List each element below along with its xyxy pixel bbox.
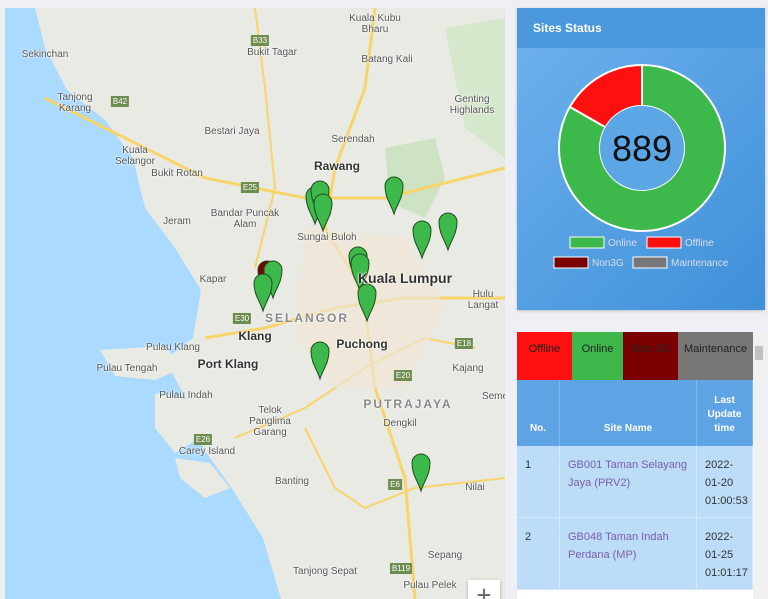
donut-chart: 889 Online Offline Non3G Maintenance [553, 63, 729, 269]
map-label: Puchong [336, 337, 388, 351]
legend-swatch [569, 236, 605, 249]
map-label: Sepang [427, 550, 463, 561]
donut-hole [600, 106, 684, 190]
map-label: E18 [454, 338, 474, 349]
island [155, 393, 200, 453]
table-cell[interactable]: GB048 Taman Indah Perdana (MP) [560, 518, 697, 590]
island [175, 458, 230, 498]
map-label: Bandar Puncak Alam [210, 208, 280, 230]
map-label: B119 [389, 563, 413, 574]
map-label: Serendah [331, 134, 375, 145]
island [100, 346, 183, 380]
map-label: E20 [393, 370, 413, 381]
legend-label: Maintenance [671, 258, 729, 269]
map-label: Klang [238, 329, 272, 343]
legend-swatch [646, 236, 682, 249]
map-label: Pulau Pelek [403, 580, 457, 591]
map-label: Pulau Tengah [96, 363, 158, 374]
site-pin[interactable] [310, 341, 330, 381]
legend-label: Online [608, 238, 637, 249]
site-pin[interactable] [411, 453, 431, 493]
sites-status-panel: Sites Status 889 Online Offline Non3G Mainte… [517, 8, 765, 310]
table-cell: 2022-01-20 01:00:53 [697, 446, 753, 518]
table-cell: 2022-01-25 01:01:17 [697, 518, 753, 590]
map-label: PUTRAJAYA [363, 397, 453, 411]
map-label: Sekinchan [21, 49, 69, 60]
site-pin[interactable] [253, 273, 273, 313]
site-pin[interactable] [384, 176, 404, 216]
map-label: E25 [240, 182, 260, 193]
table-cell: 1 [517, 446, 560, 518]
map-label: Kuala Lumpur [357, 270, 453, 286]
map-label: SELANGOR [264, 311, 350, 325]
map-label: Telok Panglima Garang [249, 405, 291, 438]
map-label: Rawang [313, 159, 361, 173]
scroll-thumb[interactable] [755, 346, 763, 360]
zoom-in-button[interactable]: + [468, 580, 500, 599]
map-label: Dengkil [383, 418, 417, 429]
map-label: Nilai [465, 482, 485, 493]
map-label: E30 [232, 313, 252, 324]
map-label: Sungai Buloh [297, 232, 357, 243]
map-label: Genting Highlands [449, 94, 495, 116]
map-label: E6 [388, 479, 402, 490]
map-label: Port Klang [197, 357, 259, 371]
map-label: Jeram [163, 216, 191, 227]
map-label: Carey Island [178, 446, 236, 457]
site-pin[interactable] [412, 220, 432, 260]
panel-title: Sites Status [517, 8, 765, 48]
legend-label: Offline [685, 238, 714, 249]
site-pin[interactable] [350, 253, 370, 293]
map-label: Tanjong Karang [57, 92, 93, 114]
forest [445, 18, 505, 158]
map-label: Banting [275, 476, 309, 487]
map-label: Pulau Indah [159, 390, 213, 401]
table-header: No. [517, 380, 560, 446]
map-label: Bestari Jaya [204, 126, 260, 137]
map-label: Tanjong Sepat [293, 566, 357, 577]
table-header: Last Update time [697, 380, 753, 446]
map-label: B33 [250, 35, 270, 46]
map-label: Hulu Langat [467, 289, 499, 311]
map-label: B42 [110, 96, 130, 107]
map-base [5, 8, 505, 599]
donut-total: 889 [612, 128, 672, 169]
status-tab[interactable]: Non 3G [623, 332, 678, 380]
table-cell: 2 [517, 518, 560, 590]
status-tab[interactable]: Online [572, 332, 623, 380]
map-label: Kuala Selangor [114, 145, 156, 167]
map-label: Kajang [452, 363, 484, 374]
map-label: Batang Kali [361, 54, 413, 65]
map-label: Pulau Klang [146, 342, 200, 353]
table-header: Site Name [560, 380, 697, 446]
map-label: Kapar [199, 274, 227, 285]
legend-label: Non3G [592, 258, 624, 269]
status-tab[interactable]: Offline [517, 332, 572, 380]
map-label: E26 [193, 434, 213, 445]
legend-swatch [553, 256, 589, 269]
map-label: Seme [481, 391, 505, 402]
site-pin[interactable] [357, 283, 377, 323]
scrollbar[interactable] [753, 332, 765, 599]
sea [5, 8, 281, 599]
road [254, 8, 277, 269]
road [304, 427, 505, 510]
legend-swatch [632, 256, 668, 269]
sites-table: Offline Online Non 3G Maintenance No. Site Na… [517, 332, 765, 599]
map[interactable]: + Kuala Kubu Bharu B33 Bukit Tagar Sekincha… [5, 8, 505, 599]
map-label: Bukit Tagar [247, 47, 297, 58]
site-pin[interactable] [313, 193, 333, 233]
map-label: Bukit Rotan [151, 168, 203, 179]
status-tab[interactable]: Maintenance [678, 332, 753, 380]
map-label: Kuala Kubu Bharu [349, 13, 401, 35]
table-cell[interactable]: GB001 Taman Selayang Jaya (PRV2) [560, 446, 697, 518]
road [44, 96, 505, 200]
site-pin[interactable] [438, 212, 458, 252]
